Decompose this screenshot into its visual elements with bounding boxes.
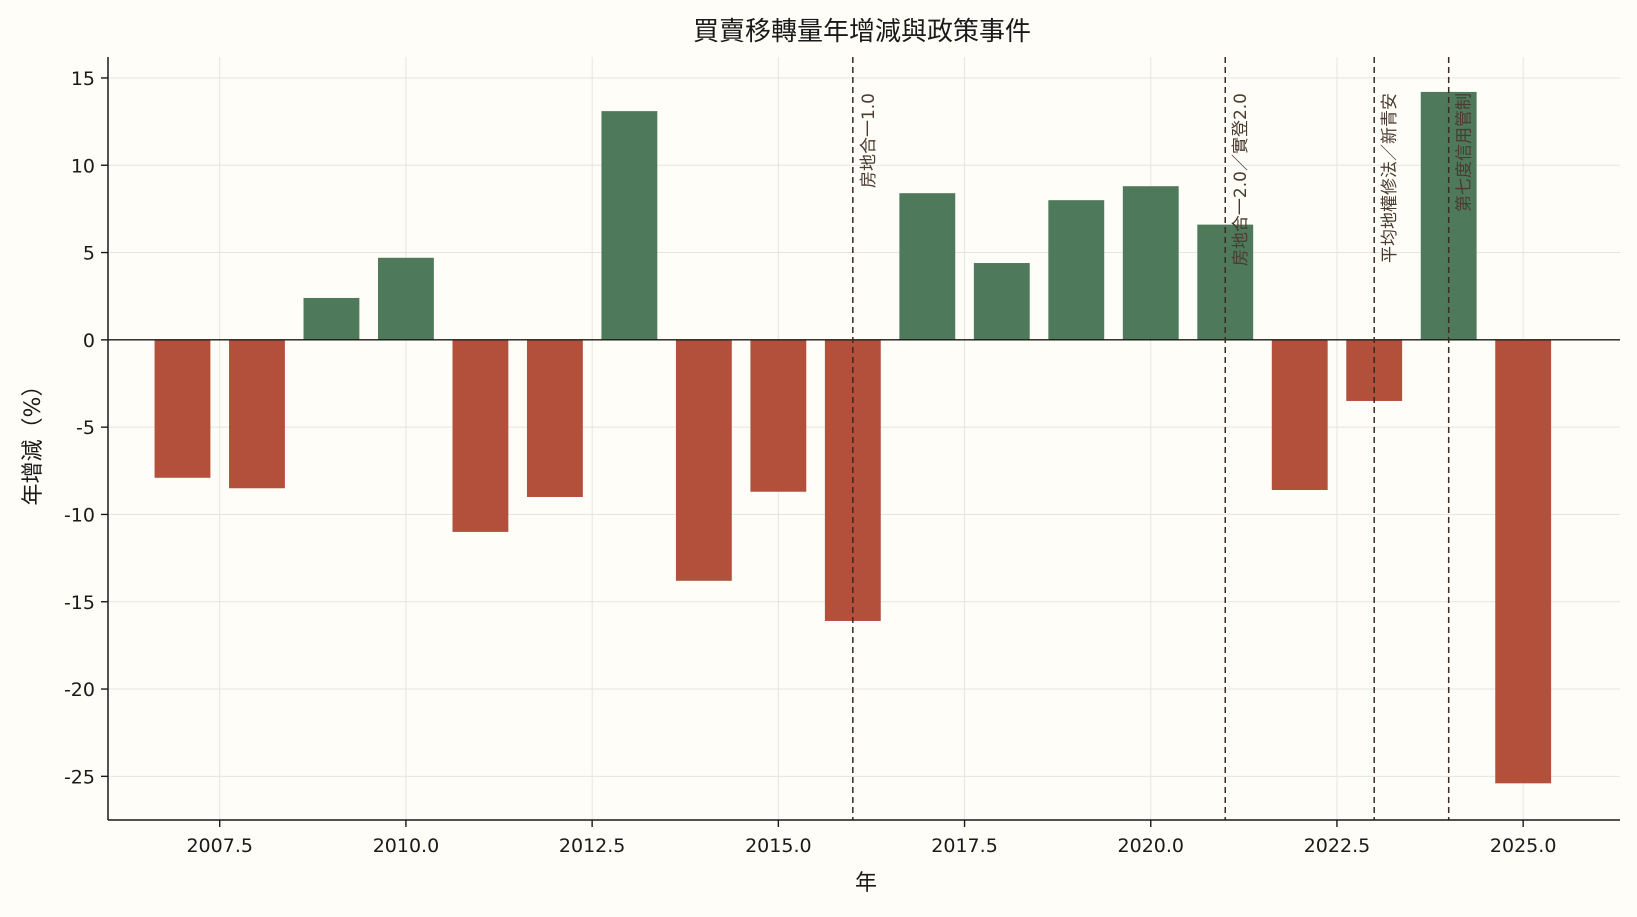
event-label-2023: 平均地權修法／新青安: [1380, 93, 1400, 263]
y-tick-label: 5: [83, 243, 95, 265]
y-tick-label: -15: [64, 592, 95, 614]
y-tick-label: 15: [71, 68, 95, 90]
bar-2025: [1495, 339, 1552, 784]
y-tick-label: -20: [64, 679, 95, 701]
x-tick-label: 2025.0: [1490, 835, 1556, 857]
bar-2017: [899, 193, 956, 340]
event-markers: 房地合一1.0 房地合一2.0／實登2.0 平均地權修法／新青安 第七度信用管制: [852, 57, 1475, 820]
y-tick-label: -5: [76, 417, 95, 439]
event-label-2021: 房地合一2.0／實登2.0: [1231, 93, 1251, 266]
y-ticks: 15 10 5 0 -5 -10 -15 -20 -25: [64, 68, 108, 788]
x-tick-label: 2020.0: [1118, 835, 1184, 857]
bar-2019: [1048, 200, 1105, 340]
y-tick-label: 0: [83, 330, 95, 352]
x-tick-label: 2015.0: [745, 835, 811, 857]
bar-2011: [452, 339, 509, 532]
bar-2007: [154, 339, 211, 478]
y-axis-title: 年增減（%）: [21, 375, 46, 506]
bar-2020: [1122, 186, 1179, 340]
x-tick-label: 2017.5: [931, 835, 997, 857]
y-tick-label: -25: [64, 766, 95, 788]
bar-2010: [378, 257, 434, 340]
axes: [107, 57, 1620, 821]
bar-2018: [973, 263, 1030, 340]
x-axis-title: 年: [855, 871, 877, 896]
chart-title: 買賣移轉量年增減與政策事件: [693, 17, 1031, 47]
bar-2022: [1271, 339, 1328, 491]
event-label-2024: 第七度信用管制: [1455, 93, 1475, 212]
x-tick-label: 2010.0: [373, 835, 439, 857]
bar-2015: [750, 339, 807, 492]
bar-2009: [303, 297, 360, 340]
x-tick-label: 2007.5: [186, 835, 252, 857]
event-label-2016: 房地合一1.0: [859, 93, 879, 188]
bar-2014: [675, 339, 732, 581]
x-tick-label: 2022.5: [1304, 835, 1370, 857]
bar-series: [154, 91, 1552, 784]
y-tick-label: 10: [71, 155, 95, 177]
x-tick-label: 2012.5: [559, 835, 625, 857]
bar-2008: [229, 339, 285, 489]
bar-2013: [601, 111, 658, 340]
x-ticks: 2007.5 2010.0 2012.5 2015.0 2017.5 2020.0 2022…: [186, 820, 1556, 857]
y-tick-label: -10: [64, 504, 95, 526]
bar-2012: [526, 339, 583, 497]
